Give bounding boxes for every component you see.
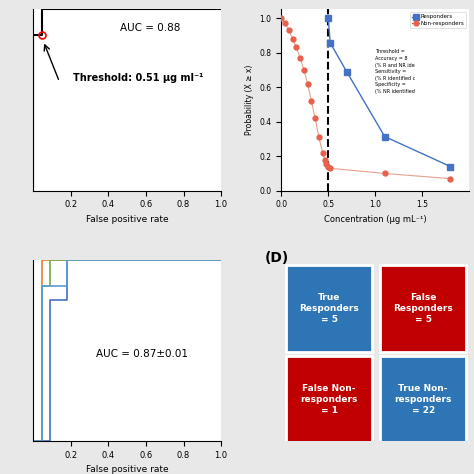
X-axis label: False positive rate: False positive rate xyxy=(86,215,168,224)
Text: AUC = 0.88: AUC = 0.88 xyxy=(119,23,180,33)
Text: Threshold =
Accuracy = 8
(% R and NR ide
Sensitivity =
(% R identified c
Specifi: Threshold = Accuracy = 8 (% R and NR ide… xyxy=(375,49,416,94)
Bar xyxy=(286,356,373,443)
Bar xyxy=(380,265,466,352)
Text: True Non-
responders
= 22: True Non- responders = 22 xyxy=(394,383,452,415)
Text: True
Responders
= 5: True Responders = 5 xyxy=(300,293,359,324)
Text: (D): (D) xyxy=(264,251,289,264)
Text: False
Responders
= 5: False Responders = 5 xyxy=(393,293,453,324)
Legend: Responders, Non-responders: Responders, Non-responders xyxy=(410,12,466,28)
Text: AUC = 0.87±0.01: AUC = 0.87±0.01 xyxy=(96,349,188,359)
Bar xyxy=(286,265,373,352)
Text: Threshold: 0.51 μg ml⁻¹: Threshold: 0.51 μg ml⁻¹ xyxy=(73,73,204,83)
X-axis label: Concentration (μg mL⁻¹): Concentration (μg mL⁻¹) xyxy=(324,215,427,224)
X-axis label: False positive rate: False positive rate xyxy=(86,465,168,474)
Text: False Non-
responders
= 1: False Non- responders = 1 xyxy=(301,383,358,415)
Y-axis label: Probability (X ≥ x): Probability (X ≥ x) xyxy=(245,65,254,135)
Bar xyxy=(380,356,466,443)
